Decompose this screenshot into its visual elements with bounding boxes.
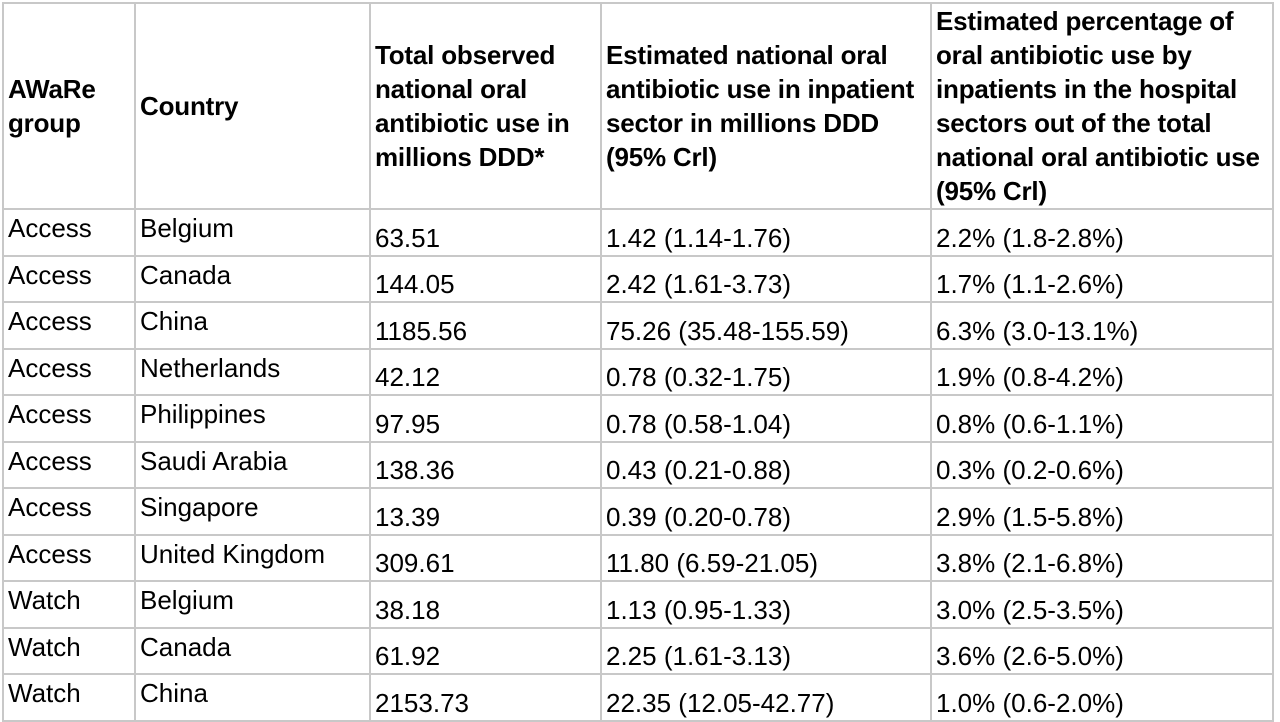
country-cell: Netherlands (134, 347, 371, 396)
header-country: Country (134, 2, 371, 210)
country-cell: China (134, 673, 371, 722)
inpatient-use-cell: 1.13 (0.95-1.33) (600, 580, 932, 629)
table-row: Access Canada 144.05 2.42 (1.61-3.73) 1.7% (… (2, 254, 1274, 303)
percentage-cell: 0.8% (0.6-1.1%) (930, 394, 1274, 443)
inpatient-use-cell: 0.43 (0.21-0.88) (600, 440, 932, 489)
percentage-cell: 3.6% (2.6-5.0%) (930, 626, 1274, 675)
table-header: AWaRe group Country Total observed natio… (2, 2, 1274, 210)
header-aware-group: AWaRe group (2, 2, 136, 210)
country-cell: Canada (134, 254, 371, 303)
total-observed-cell: 38.18 (369, 580, 602, 629)
header-estimated-inpatient-use: Estimated national oral antibiotic use i… (600, 2, 932, 210)
percentage-cell: 3.0% (2.5-3.5%) (930, 580, 1274, 629)
header-row: AWaRe group Country Total observed natio… (2, 2, 1274, 210)
aware-group-cell: Access (2, 487, 136, 536)
total-observed-cell: 63.51 (369, 208, 602, 257)
total-observed-cell: 309.61 (369, 533, 602, 582)
table-row: Access China 1185.56 75.26 (35.48-155.59) 6.… (2, 301, 1274, 350)
aware-group-cell: Access (2, 254, 136, 303)
aware-group-cell: Access (2, 394, 136, 443)
table-row: Access Philippines 97.95 0.78 (0.58-1.04) 0.… (2, 394, 1274, 443)
country-cell: Philippines (134, 394, 371, 443)
total-observed-cell: 2153.73 (369, 673, 602, 722)
percentage-cell: 2.9% (1.5-5.8%) (930, 487, 1274, 536)
table-body: Access Belgium 63.51 1.42 (1.14-1.76) 2.2% (… (2, 208, 1274, 722)
aware-group-cell: Access (2, 533, 136, 582)
total-observed-cell: 13.39 (369, 487, 602, 536)
country-cell: Belgium (134, 580, 371, 629)
percentage-cell: 1.7% (1.1-2.6%) (930, 254, 1274, 303)
table-row: Access Netherlands 42.12 0.78 (0.32-1.75) 1.… (2, 347, 1274, 396)
percentage-cell: 2.2% (1.8-2.8%) (930, 208, 1274, 257)
percentage-cell: 3.8% (2.1-6.8%) (930, 533, 1274, 582)
table-row: Access Saudi Arabia 138.36 0.43 (0.21-0.88)… (2, 440, 1274, 489)
percentage-cell: 1.0% (0.6-2.0%) (930, 673, 1274, 722)
table-row: Access Belgium 63.51 1.42 (1.14-1.76) 2.2% (… (2, 208, 1274, 257)
country-cell: China (134, 301, 371, 350)
inpatient-use-cell: 75.26 (35.48-155.59) (600, 301, 932, 350)
total-observed-cell: 144.05 (369, 254, 602, 303)
inpatient-use-cell: 0.78 (0.32-1.75) (600, 347, 932, 396)
country-cell: Singapore (134, 487, 371, 536)
total-observed-cell: 1185.56 (369, 301, 602, 350)
table-row: Watch Canada 61.92 2.25 (1.61-3.13) 3.6% (2.… (2, 626, 1274, 675)
aware-group-cell: Access (2, 301, 136, 350)
country-cell: Belgium (134, 208, 371, 257)
total-observed-cell: 42.12 (369, 347, 602, 396)
total-observed-cell: 138.36 (369, 440, 602, 489)
aware-group-cell: Access (2, 208, 136, 257)
total-observed-cell: 97.95 (369, 394, 602, 443)
country-cell: Saudi Arabia (134, 440, 371, 489)
header-estimated-percentage: Estimated percentage of oral antibiotic … (930, 2, 1274, 210)
table-row: Access United Kingdom 309.61 11.80 (6.59-21… (2, 533, 1274, 582)
table-row: Watch China 2153.73 22.35 (12.05-42.77) 1.0%… (2, 673, 1274, 722)
inpatient-use-cell: 2.25 (1.61-3.13) (600, 626, 932, 675)
aware-group-cell: Watch (2, 580, 136, 629)
inpatient-use-cell: 0.39 (0.20-0.78) (600, 487, 932, 536)
aware-group-cell: Watch (2, 626, 136, 675)
table-row: Access Singapore 13.39 0.39 (0.20-0.78) 2.9%… (2, 487, 1274, 536)
inpatient-use-cell: 2.42 (1.61-3.73) (600, 254, 932, 303)
percentage-cell: 6.3% (3.0-13.1%) (930, 301, 1274, 350)
percentage-cell: 1.9% (0.8-4.2%) (930, 347, 1274, 396)
aware-group-cell: Access (2, 347, 136, 396)
table-row: Watch Belgium 38.18 1.13 (0.95-1.33) 3.0% (2… (2, 580, 1274, 629)
country-cell: United Kingdom (134, 533, 371, 582)
aware-group-cell: Watch (2, 673, 136, 722)
inpatient-use-cell: 0.78 (0.58-1.04) (600, 394, 932, 443)
inpatient-use-cell: 1.42 (1.14-1.76) (600, 208, 932, 257)
inpatient-use-cell: 22.35 (12.05-42.77) (600, 673, 932, 722)
header-total-observed-use: Total observed national oral antibiotic … (369, 2, 602, 210)
country-cell: Canada (134, 626, 371, 675)
percentage-cell: 0.3% (0.2-0.6%) (930, 440, 1274, 489)
inpatient-use-cell: 11.80 (6.59-21.05) (600, 533, 932, 582)
total-observed-cell: 61.92 (369, 626, 602, 675)
aware-group-cell: Access (2, 440, 136, 489)
